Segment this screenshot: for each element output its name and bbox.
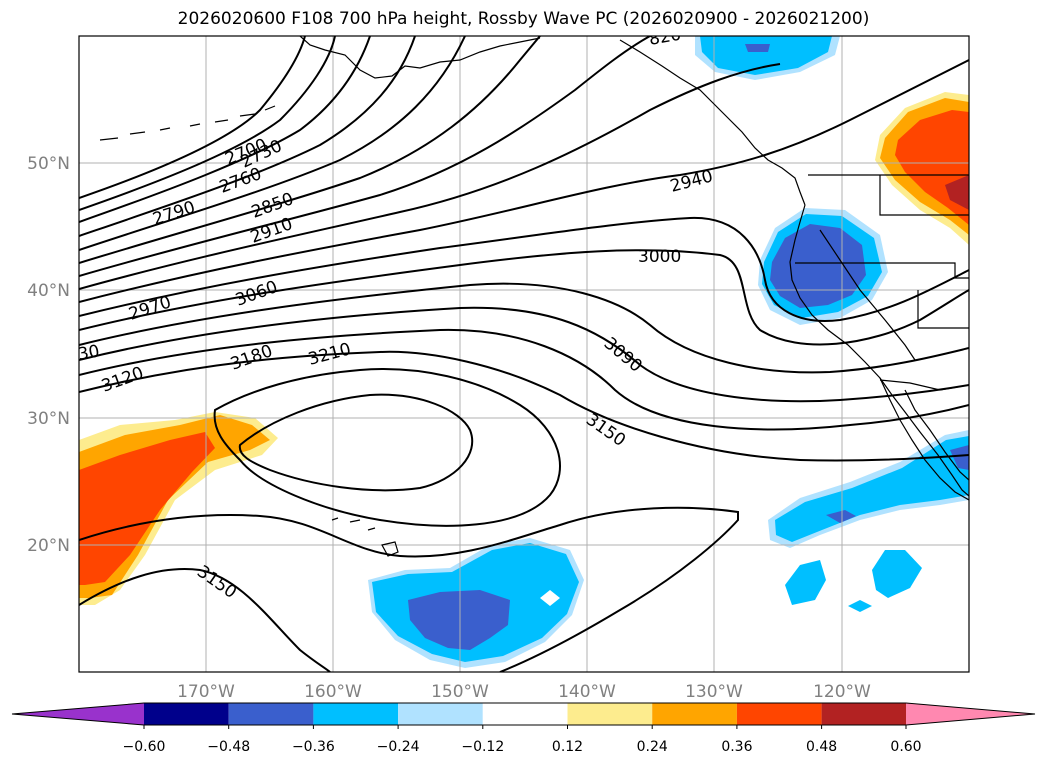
lat-label-40n: 40°N <box>27 281 70 301</box>
negative-anomaly-islet-a <box>785 560 826 605</box>
contour-3150-west <box>79 568 331 672</box>
contour-2940 <box>79 59 969 303</box>
contour-3150-outer <box>79 506 739 672</box>
gulf-california-coast <box>904 389 969 481</box>
lat-label-20n: 20°N <box>27 536 70 556</box>
negative-anomaly-se-core2 <box>950 445 969 470</box>
contour-2760 <box>79 36 371 223</box>
contour-3000 <box>79 249 969 346</box>
contour-label: 3090 <box>600 334 646 377</box>
colorbar-ticks <box>143 725 907 729</box>
baja-california <box>879 377 969 501</box>
contour-2850 <box>79 36 541 264</box>
state-border-4 <box>917 290 969 329</box>
contour-2970 <box>79 216 969 322</box>
lon-label-130w: 130°W <box>685 682 743 702</box>
contour-2820 <box>79 36 466 251</box>
panhandle-coast <box>619 39 806 206</box>
contour-label: 2760 <box>217 164 264 198</box>
negative-anomaly-se-mid <box>775 436 969 542</box>
colorbar-tick-label: 0.48 <box>806 739 837 755</box>
colorbar-tick-label: 0.36 <box>721 739 752 755</box>
state-border-2 <box>795 262 969 279</box>
colorbar-segment <box>144 703 229 725</box>
colorbar-tick-label: −0.12 <box>461 739 504 755</box>
negative-anomaly-south-spot <box>540 590 560 606</box>
lon-label-120w: 120°W <box>813 682 871 702</box>
height-contours <box>79 36 969 672</box>
mexico-border <box>879 379 969 391</box>
map-title: 2026020600 F108 700 hPa height, Rossby W… <box>177 9 870 29</box>
colorbar-segment <box>652 703 737 725</box>
longitude-labels: 170°W 160°W 150°W 140°W 130°W 120°W <box>177 682 871 702</box>
colorbar-extend-right <box>906 703 1035 725</box>
lon-label-140w: 140°W <box>558 682 616 702</box>
positive-anomaly-west-core <box>79 432 215 585</box>
colorbar-segment <box>567 703 653 725</box>
contour-3210 <box>238 393 473 492</box>
colorbar-tick-label: 0.12 <box>552 739 583 755</box>
contour-2730 <box>79 36 336 211</box>
negative-anomaly-islet-b <box>872 550 922 598</box>
colorbar-segment <box>313 703 399 725</box>
colorbar-tick-label: −0.36 <box>292 739 335 755</box>
colorbar-segment <box>821 703 906 725</box>
contour-3060 <box>79 306 969 403</box>
negative-anomaly-north-mid <box>700 36 832 75</box>
contour-label: 2940 <box>668 166 715 197</box>
map-frame <box>78 35 970 673</box>
negative-anomaly-islet-c <box>848 600 872 612</box>
contour-3090 <box>79 328 969 431</box>
lat-label-50n: 50°N <box>27 154 70 174</box>
state-border-3 <box>819 229 916 361</box>
lon-label-170w: 170°W <box>177 682 235 702</box>
colorbar-segment <box>482 703 568 725</box>
negative-anomaly-north-core <box>745 44 770 52</box>
contour-labels: 2700 2730 2760 2790 2850 2910 2940 2970 … <box>76 25 715 603</box>
colorbar-tick-label: −0.24 <box>377 739 420 755</box>
contour-2790 <box>79 36 416 237</box>
colorbar-extend-left <box>12 703 144 725</box>
contour-3030 <box>79 282 969 374</box>
state-border-1 <box>879 175 969 216</box>
contour-2700 <box>79 36 306 199</box>
contour-label: 3150 <box>193 562 240 603</box>
hawaii-islands <box>331 517 399 557</box>
latitude-labels: 50°N 40°N 30°N 20°N <box>27 154 70 556</box>
colorbar-tick-label: −0.48 <box>207 739 250 755</box>
lon-label-160w: 160°W <box>304 682 362 702</box>
lon-label-150w: 150°W <box>431 682 489 702</box>
anomaly-shading <box>79 36 969 668</box>
contour-label: 2790 <box>150 197 197 229</box>
contour-label: 820 <box>647 25 682 50</box>
contour-label: 3150 <box>582 410 629 451</box>
contour-label: 3210 <box>306 339 353 370</box>
contour-label: 2970 <box>126 292 173 324</box>
colorbar-tick-label: 0.24 <box>637 739 668 755</box>
contour-2880 <box>79 36 651 277</box>
contour-3120 <box>79 350 969 462</box>
negative-anomaly-se-core <box>826 510 856 523</box>
colorbar: −0.60 −0.48 −0.36 −0.24 −0.12 0.12 0.24 … <box>11 702 1036 755</box>
contour-label: 3000 <box>638 247 681 267</box>
colorbar-tick-label: −0.60 <box>123 739 166 755</box>
contour-3180 <box>213 368 561 527</box>
contour-2910 <box>79 63 781 290</box>
colorbar-segment <box>398 703 483 725</box>
contour-label: 30 <box>76 341 101 364</box>
lat-label-30n: 30°N <box>27 409 70 429</box>
aleutian-islands <box>99 105 276 141</box>
colorbar-segment <box>228 703 314 725</box>
colorbar-tick-label: 0.60 <box>890 739 921 755</box>
us-west-coast <box>789 204 969 497</box>
positive-anomaly-ne-max <box>945 175 969 210</box>
negative-anomaly-south-core <box>408 590 510 650</box>
colorbar-segment <box>736 703 822 725</box>
alaska-coast <box>299 36 541 79</box>
